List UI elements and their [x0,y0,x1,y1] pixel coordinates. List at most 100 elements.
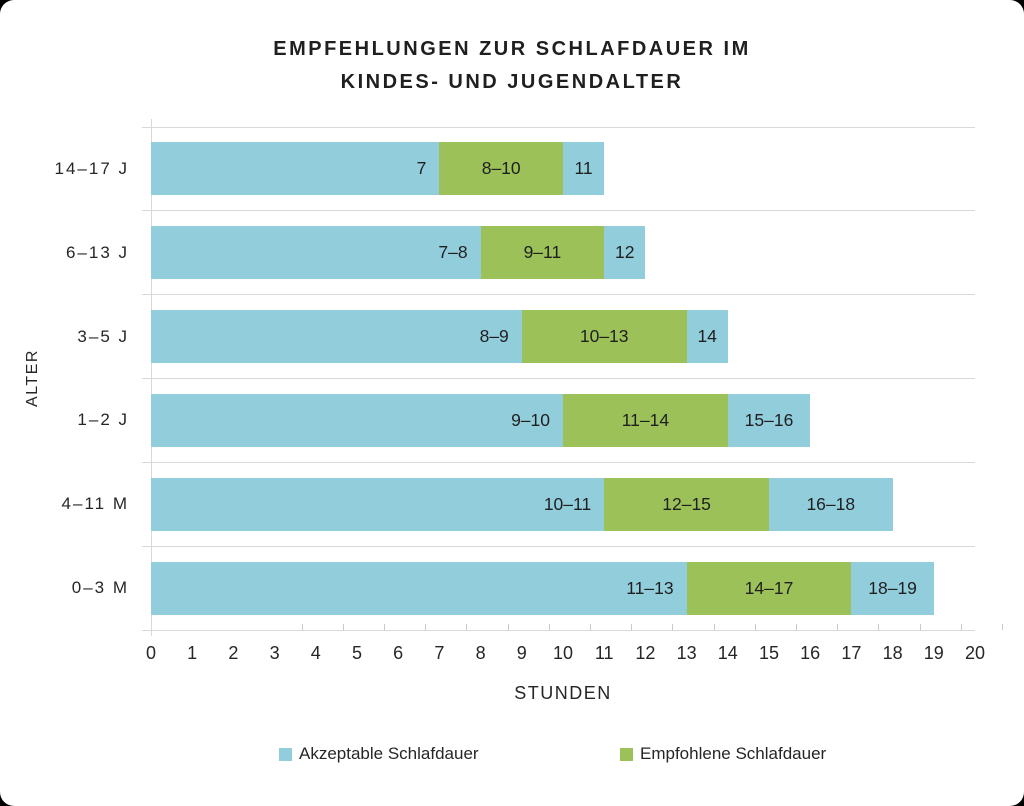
bar-segment-acceptable: 14 [686,310,728,364]
bar-row: 9–10 11–14 15–16 [151,393,975,447]
x-tick [713,624,715,630]
y-category-label: 4–11 M [61,494,129,514]
chart-title: EMPFEHLUNGEN ZUR SCHLAFDAUER IM KINDES- … [0,33,1024,99]
bar-segment-label: 14 [697,326,717,347]
x-tick-label: 20 [964,643,986,663]
y-category-label: 1–2 J [77,410,129,430]
x-tick-label: 16 [800,643,821,663]
bar-segment-recommended: 9–11 [480,226,605,280]
gridline [142,294,975,296]
bar-segment-acceptable: 7 [151,142,440,196]
bar-segment-acceptable: 12 [604,226,646,280]
bar-segment-label: 16–18 [806,493,856,514]
bar-segment-label: 9–11 [523,242,562,263]
y-category-label: 14–17 J [54,158,129,178]
bar-segment-acceptable: 7–8 [151,226,481,280]
x-tick-label: 0 [145,643,156,663]
bar-segment-acceptable: 8–9 [151,310,522,364]
x-tick-label: 17 [841,643,862,663]
bar-segment-recommended: 10–13 [521,310,687,364]
y-category-label: 6–13 J [65,242,129,262]
bar-row: 7 8–10 11 [151,142,975,196]
x-tick [548,624,550,630]
bar-segment-acceptable: 16–18 [769,477,893,531]
chart-title-line2: KINDES- UND JUGENDALTER [340,71,684,93]
gridline [142,378,975,379]
bar-segment-acceptable: 15–16 [727,393,811,447]
legend-label-recommended: Empfohlene Schlafdauer [640,744,827,763]
bar-segment-label: 11 [574,158,593,179]
x-tick [342,624,344,630]
x-tick [301,624,303,630]
chart-title-line1: EMPFEHLUNGEN ZUR SCHLAFDAUER IM [273,38,751,60]
x-tick-label: 1 [187,643,198,663]
legend-label-acceptable: Akzeptable Schlafdauer [299,744,479,763]
x-tick [837,624,839,630]
x-tick [466,624,468,630]
bar-segment-recommended: 14–17 [686,561,852,615]
bar-row: 8–9 10–13 14 [151,310,975,364]
bar-row: 11–13 14–17 18–19 [151,561,975,615]
x-tick [754,624,756,630]
bar-segment-acceptable: 10–11 [151,477,605,531]
x-axis-title: STUNDEN [514,683,612,703]
gridline [142,461,975,463]
bar-segment-label: 10–13 [579,326,629,347]
x-tick-label: 6 [393,643,404,663]
x-tick-label: 12 [635,643,656,663]
bar-segment-label: 7 [416,158,427,179]
bar-segment-label: 8–9 [479,326,509,347]
x-tick-label: 15 [758,643,780,663]
plot-area: 7 8–10 11 7–8 9–11 12 8–9 10–13 14 9–10 11–14 15–16… [142,119,1003,636]
bar-segment-label: 10–11 [543,493,592,514]
x-tick-label: 18 [882,643,903,663]
bar-segment-recommended: 11–14 [563,393,728,447]
bar-segment-acceptable: 9–10 [151,393,563,447]
x-tick [425,624,427,630]
x-tick [507,624,509,630]
x-tick-label: 8 [475,643,486,663]
y-category-label: 3–5 J [77,326,129,346]
y-category-label: 0–3 M [71,578,129,598]
x-tick [672,624,674,630]
x-tick-label: 11 [594,643,614,663]
x-tick-label: 2 [228,643,239,663]
gridline [142,210,975,212]
x-tick-label: 10 [552,643,574,663]
bar-segment-label: 14–17 [744,577,794,598]
legend-swatch-recommended-icon [620,747,633,761]
y-axis-category-labels: 14–17 J 6–13 J 3–5 J 1–2 J 4–11 M 0–3 M [0,127,129,630]
x-tick-label: 5 [351,643,362,663]
x-tick [919,624,921,630]
bar-segment-acceptable: 11–13 [151,561,687,615]
bar-segment-recommended: 12–15 [604,477,769,531]
bar-segment-label: 12 [615,242,635,263]
x-tick [589,624,591,630]
legend-item-acceptable: Akzeptable Schlafdauer [279,744,479,764]
x-tick-label: 4 [310,643,321,663]
x-axis-line [142,629,975,631]
bar-segment-label: 12–15 [662,493,711,514]
bar-segment-acceptable: 11 [563,142,605,196]
gridline [142,545,975,547]
x-tick [795,624,797,630]
x-tick-label: 14 [717,643,738,663]
x-tick-label: 13 [676,643,697,663]
x-tick [631,624,633,630]
bar-segment-recommended: 8–10 [439,142,563,196]
bar-segment-label: 8–10 [481,158,521,179]
bar-segment-label: 11–14 [621,409,670,430]
bar-segment-label: 15–16 [744,409,794,430]
bar-segment-label: 7–8 [438,242,468,263]
x-tick-label: 9 [516,643,527,663]
y-axis-line [151,119,152,636]
x-tick-label: 7 [434,643,445,663]
bar-segment-label: 9–10 [511,409,550,430]
x-tick [878,624,880,630]
x-tick-label: 19 [923,643,944,663]
gridline [142,126,975,128]
legend-swatch-acceptable-icon [279,747,292,761]
x-tick [960,624,962,630]
